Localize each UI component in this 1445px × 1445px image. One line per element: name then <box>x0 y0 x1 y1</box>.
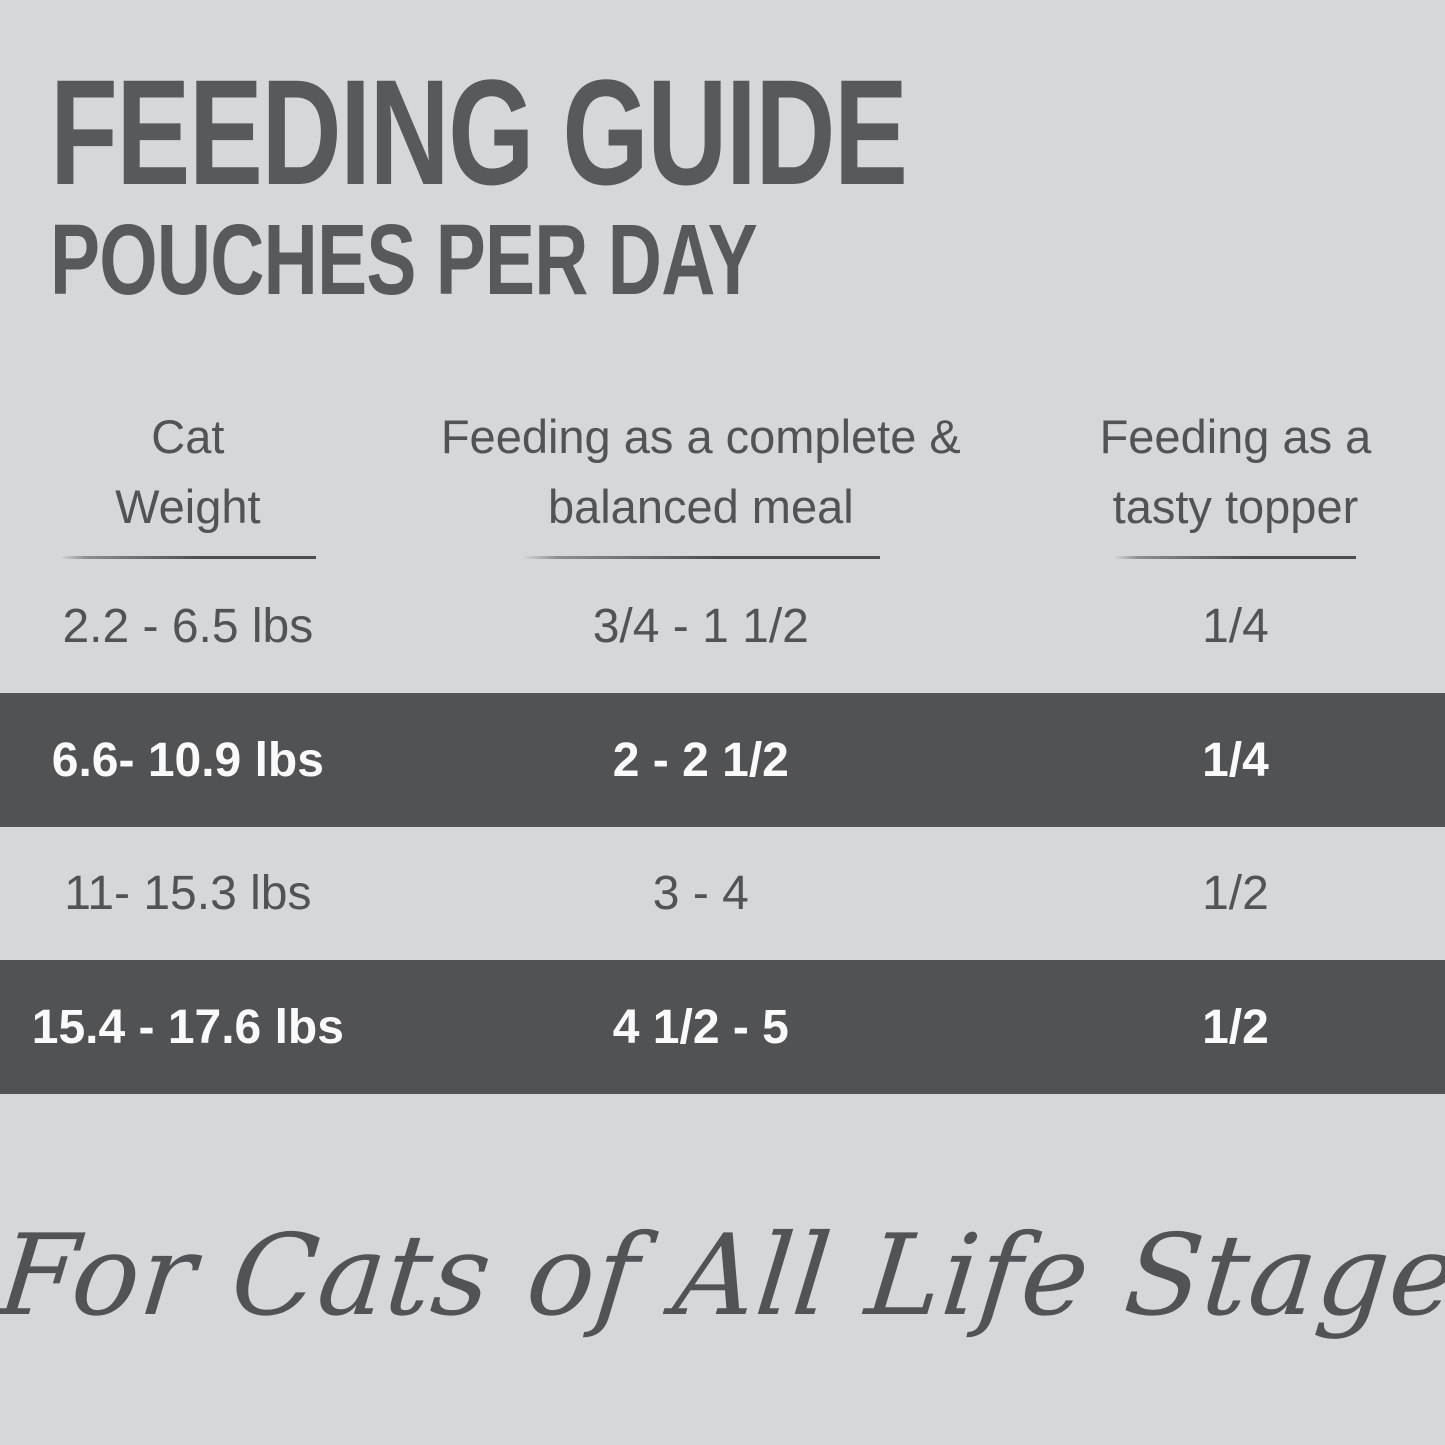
cell-complete-meal: 4 1/2 - 5 <box>612 1000 789 1054</box>
cell-cat-weight: 2.2 - 6.5 lbs <box>62 600 314 653</box>
cell-tasty-topper: 1/4 <box>1202 733 1269 787</box>
column-header-tasty-topper: Feeding as a tasty topper <box>1026 402 1445 559</box>
cell-cat-weight: 15.4 - 17.6 lbs <box>31 1000 344 1054</box>
column-header-text: Feeding as a <box>1099 410 1372 463</box>
table-header-row: Cat Weight Feeding as a complete & balan… <box>0 402 1445 559</box>
cell-cat-weight: 6.6- 10.9 lbs <box>51 733 324 787</box>
page-title: FEEDING GUIDE <box>50 48 908 216</box>
header-underline <box>521 556 880 559</box>
column-header-complete-meal: Feeding as a complete & balanced meal <box>376 402 1026 559</box>
column-header-text: Feeding as a complete & <box>440 410 961 463</box>
column-header-cat-weight: Cat Weight <box>0 402 376 559</box>
table-row-highlighted: 15.4 - 17.6 lbs 4 1/2 - 5 1/2 <box>0 960 1445 1094</box>
header-underline <box>1114 556 1357 559</box>
column-header-text: Cat <box>151 410 225 463</box>
column-header-text: tasty topper <box>1112 480 1359 533</box>
cell-complete-meal: 3/4 - 1 1/2 <box>592 600 809 653</box>
cell-cat-weight: 11- 15.3 lbs <box>64 867 312 920</box>
cell-tasty-topper: 1/2 <box>1202 1000 1269 1054</box>
tagline-script: For Cats of All Life Stages <box>0 1211 1445 1341</box>
table-row: 11- 15.3 lbs 3 - 4 1/2 <box>0 827 1445 960</box>
cell-complete-meal: 2 - 2 1/2 <box>612 733 789 787</box>
header-underline <box>59 556 316 559</box>
column-header-text: Weight <box>115 480 261 533</box>
feeding-table-body: 2.2 - 6.5 lbs 3/4 - 1 1/2 1/4 6.6- 10.9 … <box>0 560 1445 1094</box>
table-row: 2.2 - 6.5 lbs 3/4 - 1 1/2 1/4 <box>0 560 1445 693</box>
page-subtitle: POUCHES PER DAY <box>50 204 758 316</box>
table-row-highlighted: 6.6- 10.9 lbs 2 - 2 1/2 1/4 <box>0 693 1445 827</box>
cell-complete-meal: 3 - 4 <box>652 867 749 920</box>
cell-tasty-topper: 1/4 <box>1202 600 1269 653</box>
cell-tasty-topper: 1/2 <box>1202 867 1269 920</box>
column-header-text: balanced meal <box>547 480 854 533</box>
